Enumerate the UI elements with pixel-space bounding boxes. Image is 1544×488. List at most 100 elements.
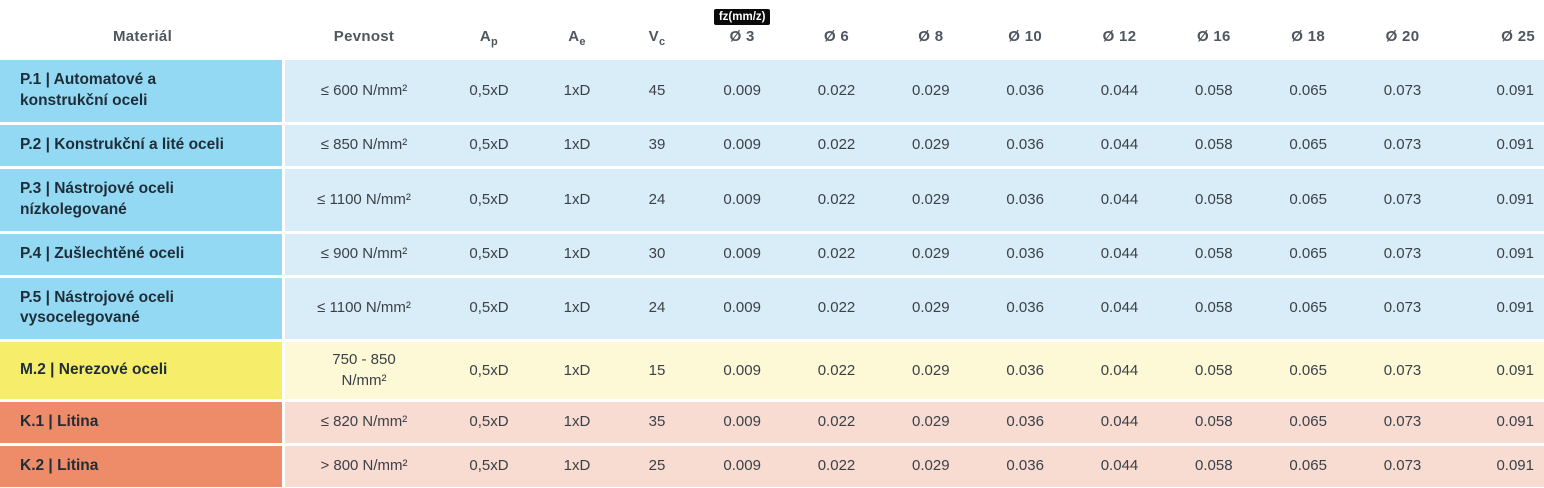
vc-label: V [648, 28, 659, 45]
vc-cell: 35 [648, 413, 666, 431]
fz-cell: 0.073 [1383, 244, 1422, 262]
fz-cell: 0.091 [1496, 413, 1534, 431]
fz-cell: 0.009 [723, 190, 761, 208]
fz-cell: 0.073 [1383, 190, 1422, 208]
fz-cell: 0.029 [912, 136, 950, 154]
fz-cell: 0.065 [1289, 457, 1327, 475]
vc-subscript: c [658, 36, 666, 48]
ap-label: A [479, 28, 492, 45]
ae-cell: 1xD [563, 299, 591, 317]
fz-cell: 0.073 [1383, 136, 1422, 154]
fz-cell: 0.022 [817, 299, 856, 317]
pevnost-cell: > 800 N/mm² [320, 457, 408, 475]
fz-cell: 0.091 [1496, 136, 1534, 154]
ap-cell: 0,5xD [469, 81, 509, 99]
ae-cell: 1xD [563, 136, 591, 154]
fz-cell: 0.065 [1289, 361, 1327, 379]
table-row: M.2 | Nerezové oceli 750 - 850 N/mm² 0,5xD… [0, 339, 1544, 399]
fz-cell: 0.036 [1006, 136, 1044, 154]
fz-cell: 0.044 [1100, 299, 1139, 317]
fz-cell: 0.036 [1006, 81, 1044, 99]
vc-cell: 30 [648, 244, 666, 262]
fz-cell: 0.044 [1100, 190, 1139, 208]
pevnost-cell: ≤ 900 N/mm² [320, 244, 408, 262]
fz-cell: 0.065 [1289, 81, 1327, 99]
column-header-dia-8: Ø 8 [918, 28, 944, 45]
column-header-dia-12: Ø 12 [1102, 28, 1137, 45]
fz-cell: 0.044 [1100, 244, 1139, 262]
ae-cell: 1xD [563, 190, 591, 208]
fz-cell: 0.009 [723, 457, 761, 475]
material-cell: P.5 | Nástrojové oceli vysocelegované [0, 277, 285, 340]
table-body: P.1 | Automatové a konstrukční oceli ≤ 60… [0, 57, 1544, 487]
column-header-dia-3: fz(mm/z) Ø 3 [695, 0, 789, 57]
column-header-dia-16: Ø 16 [1196, 28, 1231, 45]
column-header-material: Materiál [112, 28, 173, 45]
fz-cell: 0.073 [1383, 299, 1422, 317]
fz-cell: 0.091 [1496, 361, 1534, 379]
vc-cell: 25 [648, 457, 666, 475]
fz-cell: 0.065 [1289, 244, 1327, 262]
fz-cell: 0.029 [912, 361, 950, 379]
ap-subscript: p [491, 36, 499, 48]
fz-cell: 0.044 [1100, 136, 1139, 154]
material-cell: K.2 | Litina [0, 445, 285, 487]
ae-cell: 1xD [563, 413, 591, 431]
fz-cell: 0.058 [1195, 413, 1233, 431]
pevnost-cell: ≤ 1100 N/mm² [317, 299, 411, 317]
fz-cell: 0.091 [1496, 81, 1534, 99]
fz-cell: 0.091 [1496, 457, 1534, 475]
vc-cell: 45 [648, 81, 666, 99]
fz-cell: 0.044 [1100, 361, 1139, 379]
fz-cell: 0.029 [912, 244, 950, 262]
ae-cell: 1xD [563, 457, 591, 475]
column-header-dia-6: Ø 6 [823, 28, 850, 45]
ap-cell: 0,5xD [469, 413, 509, 431]
fz-cell: 0.036 [1006, 244, 1044, 262]
vc-cell: 24 [648, 299, 666, 317]
pevnost-cell: ≤ 1100 N/mm² [317, 190, 411, 208]
pevnost-cell: ≤ 850 N/mm² [320, 136, 408, 154]
fz-unit-badge: fz(mm/z) [713, 8, 771, 25]
fz-cell: 0.022 [817, 81, 856, 99]
fz-cell: 0.036 [1006, 361, 1044, 379]
fz-cell: 0.022 [817, 457, 856, 475]
fz-cell: 0.022 [817, 413, 856, 431]
fz-cell: 0.009 [723, 413, 761, 431]
fz-cell: 0.073 [1383, 413, 1422, 431]
fz-cell: 0.022 [817, 244, 856, 262]
material-cell: M.2 | Nerezové oceli [0, 342, 285, 399]
column-header-dia-18: Ø 18 [1291, 28, 1326, 45]
table-row: P.5 | Nástrojové oceli vysocelegované ≤ 1… [0, 274, 1544, 340]
ap-cell: 0,5xD [469, 361, 509, 379]
fz-cell: 0.058 [1195, 457, 1233, 475]
fz-cell: 0.058 [1195, 136, 1233, 154]
ae-cell: 1xD [563, 81, 591, 99]
table-row: P.3 | Nástrojové oceli nízkolegované ≤ 11… [0, 165, 1544, 231]
fz-cell: 0.009 [723, 299, 761, 317]
column-header-dia-20: Ø 20 [1385, 28, 1420, 45]
vc-cell: 24 [648, 190, 666, 208]
fz-cell: 0.058 [1195, 299, 1233, 317]
fz-cell: 0.022 [817, 361, 856, 379]
ae-cell: 1xD [563, 244, 591, 262]
fz-cell: 0.029 [912, 190, 950, 208]
fz-cell: 0.091 [1496, 299, 1534, 317]
ap-cell: 0,5xD [469, 136, 509, 154]
fz-cell: 0.036 [1006, 190, 1044, 208]
ae-cell: 1xD [563, 361, 591, 379]
fz-cell: 0.029 [912, 299, 950, 317]
fz-cell: 0.044 [1100, 457, 1139, 475]
material-cell: P.1 | Automatové a konstrukční oceli [0, 60, 285, 122]
fz-cell: 0.029 [912, 413, 950, 431]
fz-cell: 0.073 [1383, 81, 1422, 99]
fz-cell: 0.073 [1383, 457, 1422, 475]
fz-cell: 0.022 [817, 136, 856, 154]
fz-cell: 0.009 [723, 244, 761, 262]
fz-cell: 0.036 [1006, 299, 1044, 317]
ae-label: A [568, 28, 580, 45]
vc-cell: 15 [648, 361, 666, 379]
